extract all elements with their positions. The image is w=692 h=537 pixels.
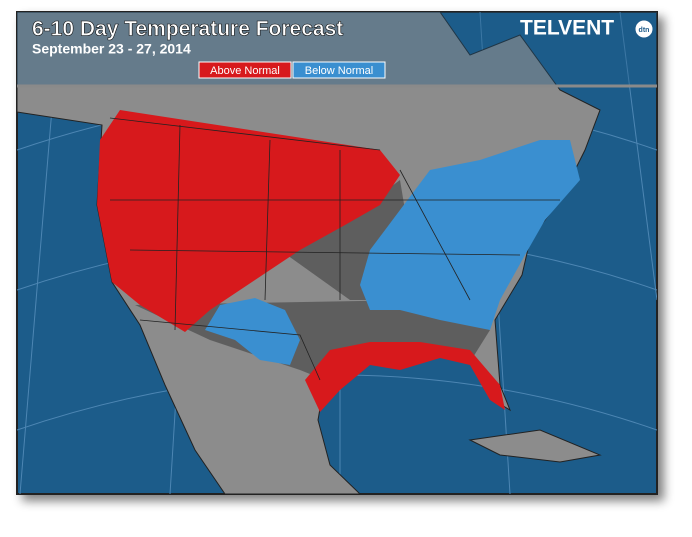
cuba <box>468 429 602 463</box>
logo-badge: dtn <box>639 27 650 34</box>
legend-swatch <box>292 61 386 79</box>
borders <box>109 117 560 381</box>
title: 6-10 Day Temperature Forecast <box>32 18 343 41</box>
logo-badge-circle <box>634 19 654 39</box>
above-normal-west <box>97 110 400 332</box>
legend-swatch <box>198 61 292 79</box>
subtitle: September 23 - 27, 2014 <box>32 41 191 57</box>
below-normal-east <box>360 140 580 330</box>
below-normal-southwest <box>205 298 300 365</box>
logo: TELVENT <box>520 17 614 40</box>
above-normal-gulf <box>305 342 505 412</box>
legend: Above Normal Below Normal <box>198 61 386 79</box>
legend-label: Below Normal <box>305 65 373 77</box>
map-body <box>17 12 657 494</box>
legend-label: Above Normal <box>210 65 280 77</box>
